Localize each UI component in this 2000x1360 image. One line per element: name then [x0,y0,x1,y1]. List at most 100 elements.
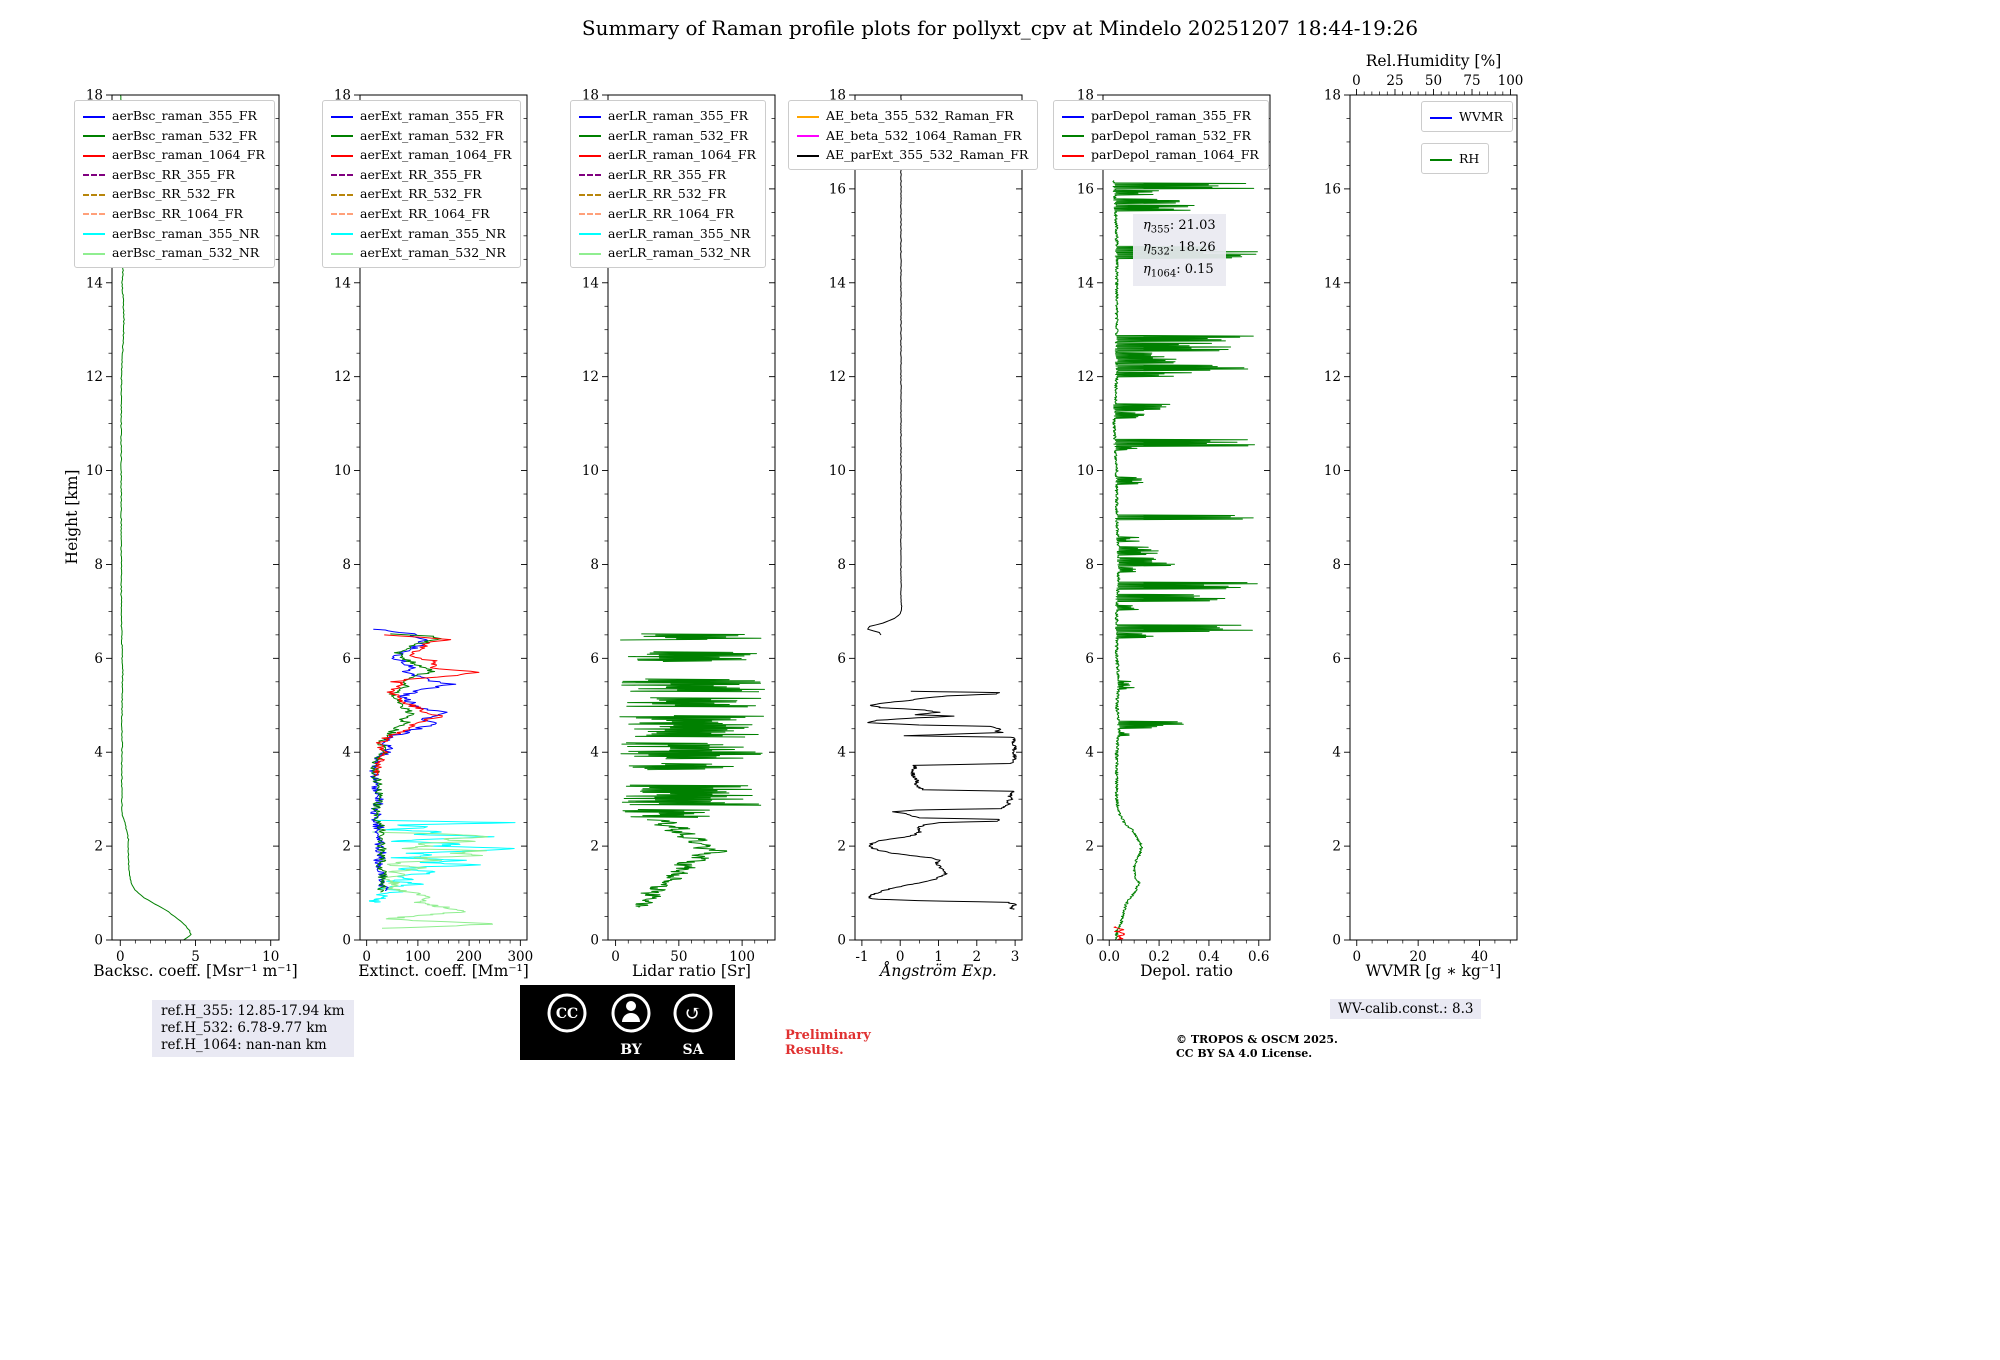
plot-canvas: 0246810121416180510024681012141618010020… [86,73,1524,965]
legend-label: AE_beta_532_1064_Raman_FR [826,127,1022,143]
svg-text:14: 14 [334,275,351,291]
series-AE_parExt_355_532_Raman_FR [867,690,1017,910]
legend-wvmr-RH: RH [1421,143,1490,174]
svg-text:20: 20 [1410,949,1427,965]
svg-text:10: 10 [86,463,103,479]
svg-text:0: 0 [1085,933,1094,949]
attribution-person-icon [611,993,651,1033]
svg-text:18: 18 [1324,88,1341,104]
legend-entry: aerBsc_RR_532_FR [83,184,265,204]
cc-by-label: BY [620,1042,643,1058]
legend-entry: aerExt_RR_1064_FR [331,204,511,224]
svg-text:18: 18 [582,88,599,104]
svg-text:6: 6 [342,651,351,667]
legend-entry: aerLR_raman_532_NR [579,243,756,263]
legend-label: aerBsc_raman_355_NR [112,225,260,241]
legend-line-swatch [579,135,601,138]
legend-line-swatch [83,115,105,118]
series-parDepol_raman_1064_FR [1113,926,1125,940]
legend-entry: aerExt_raman_532_FR [331,126,511,146]
svg-text:4: 4 [342,745,351,761]
svg-text:14: 14 [829,275,846,291]
x-axis-label-extinction: Extinct. coeff. [Mm⁻¹] [358,962,529,980]
legend-label: aerBsc_RR_355_FR [112,166,235,182]
panel-frame-angstrom [854,94,1023,941]
svg-text:16: 16 [829,181,846,197]
legend-wvmr-WVMR: WVMR [1421,101,1514,132]
ref-height-532: ref.H_532: 6.78-9.77 km [161,1020,328,1036]
legend-entry: aerLR_RR_1064_FR [579,204,756,224]
cc-icon-label: CC [556,1006,578,1022]
legend-label: AE_parExt_355_532_Raman_FR [826,147,1029,163]
legend-line-swatch [797,154,819,157]
series-aerLR_raman_532_FR [627,651,757,662]
svg-text:8: 8 [342,557,351,573]
svg-text:0: 0 [116,949,125,965]
svg-text:10: 10 [1324,463,1341,479]
preliminary-note: Preliminary Results. [785,1028,871,1058]
legend-entry: aerExt_raman_532_NR [331,243,511,263]
legend-entry: parDepol_raman_532_FR [1062,126,1259,146]
x-axis-label-angstrom: Ångström Exp. [880,962,997,980]
svg-text:-1: -1 [855,949,868,965]
legend-line-swatch [797,115,819,118]
figure-title: Summary of Raman profile plots for polly… [581,16,1419,40]
svg-text:300: 300 [507,949,533,965]
legend-line-swatch [83,193,105,196]
svg-text:200: 200 [456,949,482,965]
legend-backscatter: aerBsc_raman_355_FR aerBsc_raman_532_FR ae… [74,100,275,268]
svg-text:0.6: 0.6 [1248,949,1269,965]
x-axis-label-backscatter: Backsc. coeff. [Msr⁻¹ m⁻¹] [93,962,298,980]
svg-text:0: 0 [1332,933,1341,949]
legend-line-swatch [579,233,601,236]
svg-text:0: 0 [1352,949,1361,965]
legend-line-swatch [1430,116,1452,119]
svg-text:18: 18 [829,88,846,104]
legend-entry: aerExt_RR_355_FR [331,165,511,185]
svg-text:0: 0 [837,933,846,949]
legend-entry: aerExt_raman_1064_FR [331,145,511,165]
legend-angstrom: AE_beta_355_532_Raman_FR AE_beta_532_1064… [788,100,1039,170]
series-aerExt_raman_532_NR [372,831,493,929]
legend-label: aerLR_RR_355_FR [608,166,727,182]
series-aerLR_raman_532_FR [621,678,765,693]
legend-entry: AE_parExt_355_532_Raman_FR [797,145,1028,165]
series-aerExt_raman_355_FR [369,628,457,892]
legend-entry: aerExt_raman_355_NR [331,224,511,244]
svg-text:6: 6 [590,651,599,667]
svg-text:2: 2 [342,839,351,855]
svg-text:12: 12 [829,369,846,385]
cc-badge-graphic: CC ↺ BY SA [547,993,713,1058]
svg-text:14: 14 [1077,275,1094,291]
svg-text:14: 14 [86,275,103,291]
svg-text:0.2: 0.2 [1148,949,1169,965]
legend-line-swatch [331,233,353,236]
legend-label: aerLR_raman_532_NR [608,245,751,261]
svg-text:0: 0 [896,949,905,965]
svg-text:0: 0 [342,933,351,949]
legend-entry: aerBsc_raman_532_FR [83,126,265,146]
series-aerLR_raman_532_FR [622,809,710,818]
legend-line-swatch [331,174,353,177]
svg-text:40: 40 [1471,949,1488,965]
legend-line-swatch [797,135,819,138]
legend-entry: aerLR_raman_532_FR [579,126,756,146]
svg-text:8: 8 [1332,557,1341,573]
legend-entry: aerLR_raman_355_FR [579,106,756,126]
svg-text:0: 0 [1352,73,1361,89]
legend-label: AE_beta_355_532_Raman_FR [826,108,1014,123]
legend-line-swatch [1430,158,1452,161]
legend-entry: aerBsc_raman_532_NR [83,243,265,263]
svg-text:100: 100 [405,949,431,965]
legend-label: aerExt_raman_532_NR [360,245,506,261]
legend-entry: aerLR_raman_1064_FR [579,145,756,165]
legend-entry: AE_beta_532_1064_Raman_FR [797,126,1028,146]
legend-line-swatch [83,252,105,255]
legend-label: parDepol_raman_532_FR [1091,127,1251,143]
eta-value-1064: η1064: 0.15 [1143,262,1214,280]
legend-line-swatch [83,233,105,236]
legend-label: aerLR_raman_1064_FR [608,147,756,163]
legend-entry: aerLR_raman_355_NR [579,224,756,244]
svg-text:18: 18 [334,88,351,104]
series-aerLR_raman_532_FR [619,715,764,738]
